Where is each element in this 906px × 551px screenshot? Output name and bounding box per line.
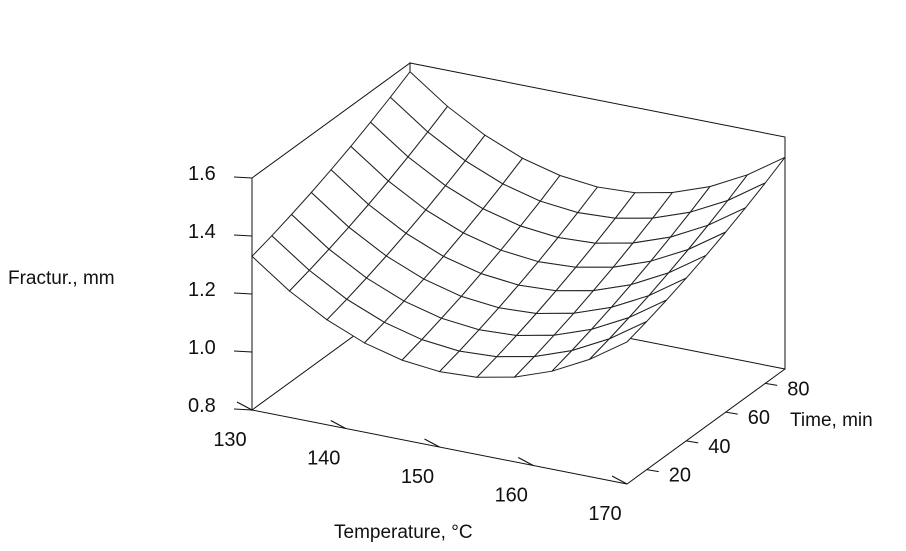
y-tick-mark <box>765 382 778 386</box>
z-tick-label: 0.8 <box>188 395 216 417</box>
z-tick-mark <box>233 292 253 295</box>
x-tick-label: 140 <box>307 448 340 470</box>
x-tick-label: 170 <box>588 503 621 525</box>
x-tick-label: 160 <box>495 485 528 507</box>
z-tick-label: 1.2 <box>188 279 216 301</box>
z-tick-label: 1.4 <box>188 221 216 243</box>
x-tick-mark <box>236 401 253 411</box>
z-tick-label: 1.0 <box>188 337 216 359</box>
surface-mesh <box>251 70 786 378</box>
x-tick-label: 130 <box>213 429 246 451</box>
z-tick-mark <box>233 408 253 411</box>
surface-cell <box>589 320 648 360</box>
x-tick-mark <box>330 420 346 429</box>
x-tick-label: 150 <box>401 466 434 488</box>
x-tick-mark <box>424 438 440 448</box>
x-axis-title: Temperature, °C <box>334 522 473 543</box>
floor-right-edge <box>626 368 786 485</box>
z-tick-mark <box>233 176 253 179</box>
y-tick-label: 20 <box>669 465 691 487</box>
y-tick-mark <box>686 440 699 444</box>
z-tick-label: 1.6 <box>188 163 216 185</box>
z-tick-mark <box>233 350 253 353</box>
y-tick-label: 60 <box>748 407 770 429</box>
z-axis-title: Fractur., mm <box>8 268 115 289</box>
y-tick-label: 80 <box>787 378 809 400</box>
axis-ticks: 0.8 1.0 1.2 1.4 1.6 130 140 150 160 170 20 40 60 80 <box>188 163 810 525</box>
z-tick-mark <box>233 234 253 237</box>
y-axis-title: Time, min <box>790 410 873 431</box>
y-tick-mark <box>725 411 738 415</box>
y-tick-mark <box>646 469 659 473</box>
x-tick-mark <box>611 475 628 485</box>
y-tick-label: 40 <box>708 436 730 458</box>
x-tick-mark <box>518 457 534 466</box>
